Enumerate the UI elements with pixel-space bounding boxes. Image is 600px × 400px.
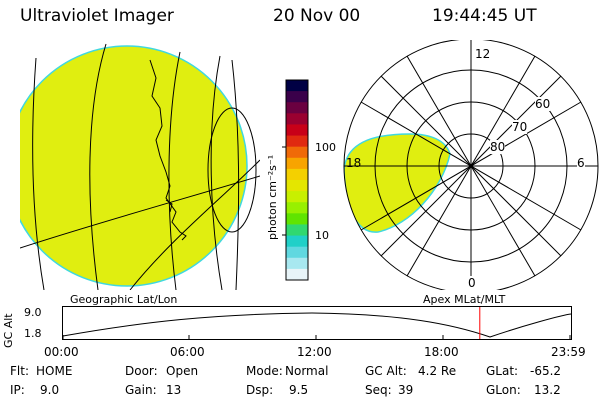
lat-label-70: 70 (512, 120, 528, 134)
longitude-line (168, 51, 181, 290)
gain-key: Gain: (125, 383, 157, 397)
colorbar-band (286, 91, 308, 103)
mode-value: Normal (285, 364, 329, 378)
colorbar-band (286, 268, 308, 281)
xtick-1800: 18:00 (424, 345, 459, 359)
mlt-line (360, 101, 582, 231)
seq-value: 39 (398, 383, 414, 397)
colorbar-band (286, 246, 308, 259)
altitude-ytick-bottom: 1.8 (24, 327, 42, 340)
colorbar-band (286, 191, 308, 203)
dsp-value: 9.5 (289, 383, 309, 397)
colorbar-band (286, 180, 308, 192)
colorbar-unit-label: photon cm⁻²s⁻¹ (266, 154, 279, 240)
colorbar-band (286, 224, 308, 237)
lat-label-80: 80 (490, 140, 506, 154)
date-label: 20 Nov 00 (273, 6, 361, 26)
coastline (165, 199, 173, 213)
colorbar-band (286, 235, 308, 248)
mode-key: Mode: (246, 364, 283, 378)
longitude-line (89, 43, 107, 290)
door-value: Open (166, 364, 199, 378)
gcalt-value: 4.2 Re (418, 364, 457, 378)
colorbar-band (286, 257, 308, 270)
auroral-oval-image (344, 133, 451, 233)
colorbar-band (286, 157, 308, 170)
flt-value: HOME (36, 364, 73, 378)
dsp-key: Dsp: (246, 383, 274, 397)
glat-key: GLat: (486, 364, 519, 378)
longitude-line (231, 59, 240, 290)
latitude-line (129, 159, 260, 290)
colorbar-band (286, 213, 308, 225)
mlt-label-6: 6 (577, 156, 585, 170)
altitude-plot (62, 306, 572, 340)
polar-plot (343, 40, 599, 290)
xtick-0000: 00:00 (44, 345, 79, 359)
door-key: Door: (125, 364, 158, 378)
xtick-2359: 23:59 (551, 345, 586, 359)
gcalt-key: GC Alt: (365, 364, 407, 378)
colorbar-band (286, 124, 308, 137)
lat-label-60: 60 (535, 97, 551, 111)
instrument-title: Ultraviolet Imager (20, 6, 174, 26)
glon-value: 13.2 (534, 383, 561, 397)
altitude-ytick-top: 9.0 (24, 306, 42, 319)
mlt-label-18: 18 (346, 156, 362, 170)
colorbar-tick-10: 10 (315, 229, 329, 242)
colorbar-band (286, 102, 308, 114)
mlt-label-0: 0 (468, 276, 476, 290)
latitude-line (207, 107, 257, 233)
longitude-line (32, 57, 45, 290)
colorbar-band (286, 202, 308, 214)
geographic-caption: Geographic Lat/Lon (70, 293, 178, 306)
xtick-1200: 12:00 (297, 345, 332, 359)
colorbar-tick-100: 100 (315, 141, 336, 154)
glat-value: -65.2 (530, 364, 562, 378)
colorbar-band (286, 113, 308, 125)
gain-value: 13 (166, 383, 182, 397)
altitude-frame (62, 306, 572, 340)
altitude-axis-title: GC Alt (2, 313, 15, 348)
seq-key: Seq: (365, 383, 392, 397)
colorbar-band (286, 80, 308, 92)
ip-value: 9.0 (40, 383, 60, 397)
colorbar-band (286, 168, 308, 181)
colorbar-band (286, 146, 308, 159)
ip-key: IP: (10, 383, 25, 397)
apex-caption: Apex MLat/MLT (423, 293, 506, 306)
glon-key: GLon: (486, 383, 521, 397)
altitude-curve (62, 312, 572, 338)
colorbar-band (286, 135, 308, 148)
flt-key: Flt: (10, 364, 29, 378)
colorbar-frame (285, 79, 309, 281)
longitude-line (210, 55, 223, 290)
mlt-label-12: 12 (475, 47, 491, 61)
geographic-map (20, 43, 260, 290)
color-scale (282, 79, 309, 281)
coastline (149, 59, 187, 241)
xtick-0600: 06:00 (170, 345, 205, 359)
latitude-line (20, 175, 260, 249)
time-label: 19:44:45 UT (432, 6, 537, 26)
